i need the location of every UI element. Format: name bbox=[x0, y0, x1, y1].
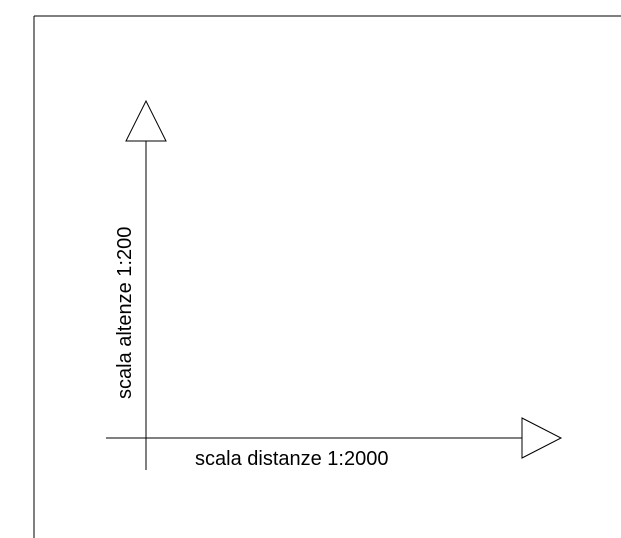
y-axis-label: scala altenze 1:200 bbox=[114, 227, 136, 399]
x-axis-arrowhead bbox=[521, 417, 563, 459]
x-axis-label: scala distanze 1:2000 bbox=[195, 448, 388, 470]
y-axis-arrowhead bbox=[125, 99, 167, 142]
